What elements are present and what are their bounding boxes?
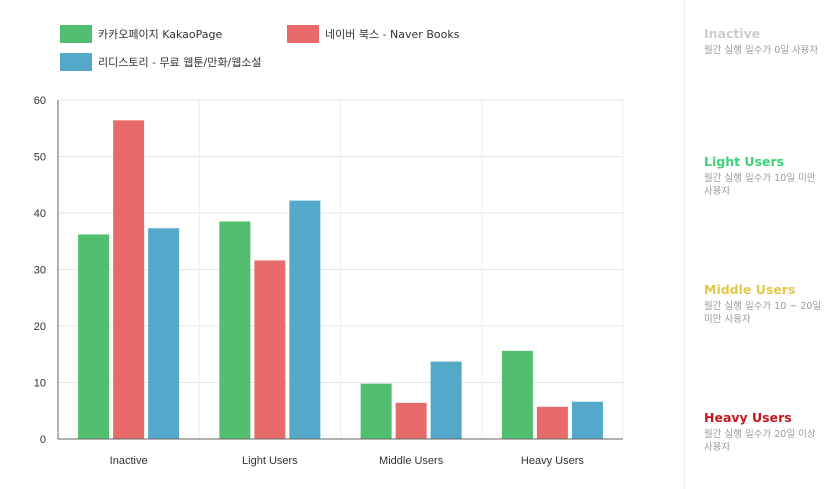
- bar-chart: 0 10 20 30 40 50 60 Inactive Light Users Middle U…: [34, 95, 624, 467]
- segment-light-users: Light Users 월간 실행 일수가 10일 미만 사용자: [704, 154, 822, 198]
- bar-kakaopage: [219, 221, 251, 439]
- bar-ridistory: [148, 228, 180, 439]
- x-category-label: Middle Users: [379, 455, 444, 467]
- bar-kakaopage: [78, 234, 110, 439]
- x-category-label: Inactive: [110, 455, 148, 467]
- segment-inactive: Inactive 월간 실행 일수가 0일 사용자: [704, 26, 822, 57]
- segment-middle-users: Middle Users 월간 실행 일수가 10 ~ 20일 미만 사용자: [704, 282, 822, 326]
- legend-item-kakaopage[interactable]: 카카오페이지 KakaoPage: [60, 25, 222, 43]
- y-tick-label: 30: [34, 265, 46, 277]
- bar-ridistory: [571, 401, 603, 439]
- y-tick-label: 60: [34, 95, 46, 107]
- x-category-label: Light Users: [242, 455, 298, 467]
- y-tick-label: 0: [40, 434, 46, 446]
- bar-kakaopage: [501, 350, 533, 439]
- y-tick-label: 20: [34, 321, 46, 333]
- bar-naver-books: [395, 402, 427, 439]
- panel-divider: [684, 0, 685, 489]
- legend-swatch-kakaopage: [60, 25, 92, 43]
- bar-naver-books: [536, 406, 568, 439]
- segment-title-light-users: Light Users: [704, 154, 785, 169]
- segment-legend-panel: Inactive 월간 실행 일수가 0일 사용자 Light Users 월간…: [704, 0, 824, 489]
- y-tick-label: 50: [34, 152, 46, 164]
- segment-heavy-users: Heavy Users 월간 실행 일수가 20일 이상 사용자: [704, 410, 822, 454]
- bar-naver-books: [113, 120, 145, 439]
- bar-ridistory: [430, 361, 462, 439]
- legend-swatch-naver-books: [287, 25, 319, 43]
- segment-desc-light-users: 월간 실행 일수가 10일 미만 사용자: [704, 173, 816, 197]
- legend-item-ridistory[interactable]: 리디스토리 - 무료 웹툰/만화/웹소설: [60, 53, 262, 71]
- legend-label-naver-books: 네이버 북스 - Naver Books: [325, 28, 460, 41]
- bar-naver-books: [254, 260, 286, 439]
- legend-item-naver-books[interactable]: 네이버 북스 - Naver Books: [287, 25, 459, 43]
- bar-ridistory: [289, 200, 321, 439]
- segment-title-heavy-users: Heavy Users: [704, 410, 792, 425]
- y-tick-label: 10: [34, 378, 46, 390]
- chart-area: 카카오페이지 KakaoPage 네이버 북스 - Naver Books 리디…: [0, 0, 680, 467]
- segment-desc-middle-users: 월간 실행 일수가 10 ~ 20일 미만 사용자: [704, 301, 822, 325]
- legend-label-kakaopage: 카카오페이지 KakaoPage: [98, 28, 223, 41]
- segment-title-inactive: Inactive: [704, 26, 761, 41]
- legend-swatch-ridistory: [60, 53, 92, 71]
- legend-label-ridistory: 리디스토리 - 무료 웹툰/만화/웹소설: [98, 56, 262, 69]
- x-category-label: Heavy Users: [521, 455, 584, 467]
- legend: 카카오페이지 KakaoPage 네이버 북스 - Naver Books 리디…: [0, 0, 680, 80]
- segment-desc-heavy-users: 월간 실행 일수가 20일 이상 사용자: [704, 429, 816, 453]
- bar-kakaopage: [360, 383, 392, 439]
- segment-desc-inactive: 월간 실행 일수가 0일 사용자: [704, 45, 819, 56]
- segment-title-middle-users: Middle Users: [704, 282, 796, 297]
- y-tick-label: 40: [34, 208, 46, 220]
